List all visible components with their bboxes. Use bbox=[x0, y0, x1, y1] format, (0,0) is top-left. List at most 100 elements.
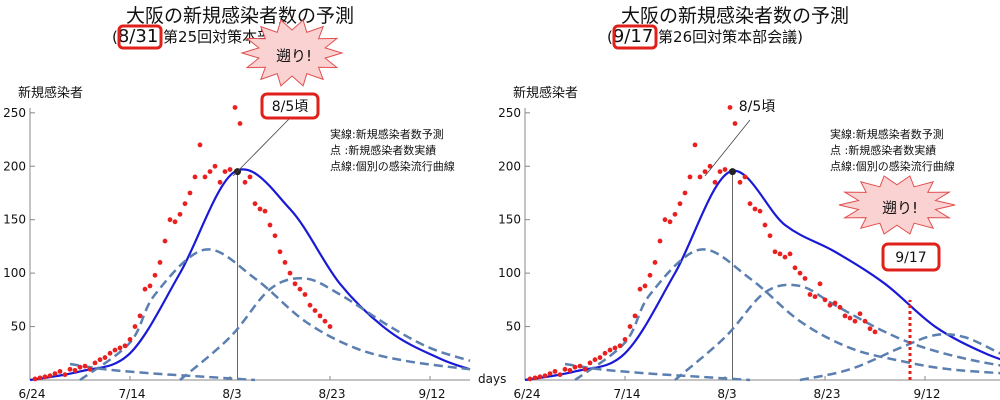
data-point bbox=[702, 169, 708, 175]
data-point bbox=[87, 366, 93, 372]
data-point bbox=[867, 326, 873, 332]
data-point bbox=[277, 249, 283, 255]
data-point bbox=[312, 308, 318, 313]
callout-text: 遡り! bbox=[882, 199, 918, 217]
callout-box bbox=[260, 92, 320, 120]
data-point bbox=[187, 190, 193, 196]
data-point bbox=[222, 169, 228, 175]
x-tick-label: 8/23 bbox=[319, 387, 346, 400]
data-point bbox=[667, 219, 673, 225]
dashed-curve bbox=[79, 248, 471, 382]
data-point bbox=[77, 364, 83, 370]
data-point bbox=[712, 179, 718, 185]
data-point bbox=[777, 251, 783, 257]
data-point bbox=[92, 360, 98, 366]
dashed-curve bbox=[674, 283, 1000, 381]
data-point bbox=[67, 366, 73, 372]
burst-callout bbox=[240, 19, 344, 87]
dashed-curve bbox=[799, 332, 1000, 382]
data-point bbox=[812, 294, 818, 300]
data-point bbox=[292, 281, 298, 287]
legend-entry: 点 :新規感染者数実績 bbox=[330, 143, 436, 157]
data-point bbox=[622, 336, 628, 342]
data-point bbox=[47, 373, 53, 379]
data-point bbox=[157, 260, 163, 265]
data-point bbox=[747, 201, 753, 207]
data-point bbox=[42, 374, 48, 380]
subtitle-date: 9/17 bbox=[613, 26, 653, 47]
data-point bbox=[612, 345, 618, 351]
data-point bbox=[632, 313, 638, 319]
data-point bbox=[122, 343, 128, 349]
data-point bbox=[52, 371, 58, 376]
callout-text: 9/17 bbox=[895, 250, 926, 266]
data-point bbox=[562, 366, 568, 372]
legend-entry: 実線:新規感染者数予測 bbox=[830, 127, 944, 141]
data-point bbox=[782, 254, 788, 260]
data-point bbox=[257, 206, 263, 212]
data-point bbox=[62, 372, 68, 378]
data-point bbox=[647, 272, 653, 278]
data-point bbox=[762, 222, 768, 228]
y-tick-label: 50 bbox=[11, 320, 26, 334]
callout-box bbox=[881, 242, 941, 272]
y-axis-label: 新規感染者 bbox=[18, 85, 83, 101]
data-point bbox=[697, 174, 703, 180]
x-axis-label: days bbox=[478, 372, 506, 386]
x-tick-label: 6/24 bbox=[514, 387, 541, 400]
data-point bbox=[572, 364, 578, 370]
callout-pointer bbox=[232, 117, 291, 177]
data-point bbox=[727, 105, 733, 110]
x-tick-label: 8/23 bbox=[814, 387, 841, 400]
legend-entry: 点 :新規感染者数実績 bbox=[830, 143, 936, 157]
y-tick-label: 100 bbox=[498, 266, 521, 280]
y-tick-label: 250 bbox=[3, 106, 26, 120]
data-point bbox=[192, 174, 198, 180]
chart-subtitle: (9/17 第26回対策本部会議) bbox=[607, 26, 803, 47]
data-point bbox=[732, 121, 738, 126]
data-point bbox=[287, 270, 293, 276]
data-point bbox=[237, 121, 243, 126]
data-point bbox=[142, 286, 148, 292]
data-point bbox=[307, 302, 313, 308]
x-tick-label: 7/14 bbox=[119, 387, 146, 400]
data-point bbox=[532, 375, 538, 381]
chart-2: 大阪の新規感染者数の予測(9/17 第26回対策本部会議)新規感染者501001… bbox=[498, 5, 1000, 400]
prediction-curve bbox=[29, 168, 471, 382]
callout-text: 遡り! bbox=[276, 47, 312, 65]
data-point bbox=[797, 270, 803, 276]
data-point bbox=[707, 163, 713, 169]
data-point bbox=[297, 286, 303, 292]
data-point bbox=[752, 206, 758, 212]
x-tick-label: 9/12 bbox=[419, 387, 446, 400]
data-point bbox=[592, 357, 598, 363]
subtitle-rest: 第26回対策本部会議) bbox=[653, 28, 803, 46]
y-tick-label: 150 bbox=[498, 213, 521, 227]
y-tick-label: 250 bbox=[498, 106, 521, 120]
data-point bbox=[37, 375, 43, 381]
data-point bbox=[162, 238, 168, 244]
chart-title: 大阪の新規感染者数の予測 bbox=[126, 5, 354, 27]
data-point bbox=[282, 260, 288, 265]
y-axis-label: 新規感染者 bbox=[513, 85, 578, 101]
data-point bbox=[242, 179, 248, 185]
data-point bbox=[147, 283, 153, 289]
data-point bbox=[97, 357, 103, 363]
y-tick-label: 200 bbox=[498, 159, 521, 173]
data-point bbox=[137, 313, 143, 319]
data-point bbox=[862, 318, 868, 324]
data-point bbox=[217, 179, 223, 185]
callout-text: 8/5頃 bbox=[272, 99, 309, 115]
data-point bbox=[787, 251, 793, 257]
data-point bbox=[202, 174, 208, 180]
data-point bbox=[607, 347, 613, 353]
data-point bbox=[552, 369, 558, 374]
data-point bbox=[637, 286, 643, 292]
data-point bbox=[677, 201, 683, 207]
data-point bbox=[627, 324, 633, 329]
y-tick-label: 100 bbox=[3, 266, 26, 280]
data-point bbox=[117, 345, 123, 351]
subtitle-date: 8/31 bbox=[118, 26, 158, 47]
data-point bbox=[172, 219, 178, 225]
